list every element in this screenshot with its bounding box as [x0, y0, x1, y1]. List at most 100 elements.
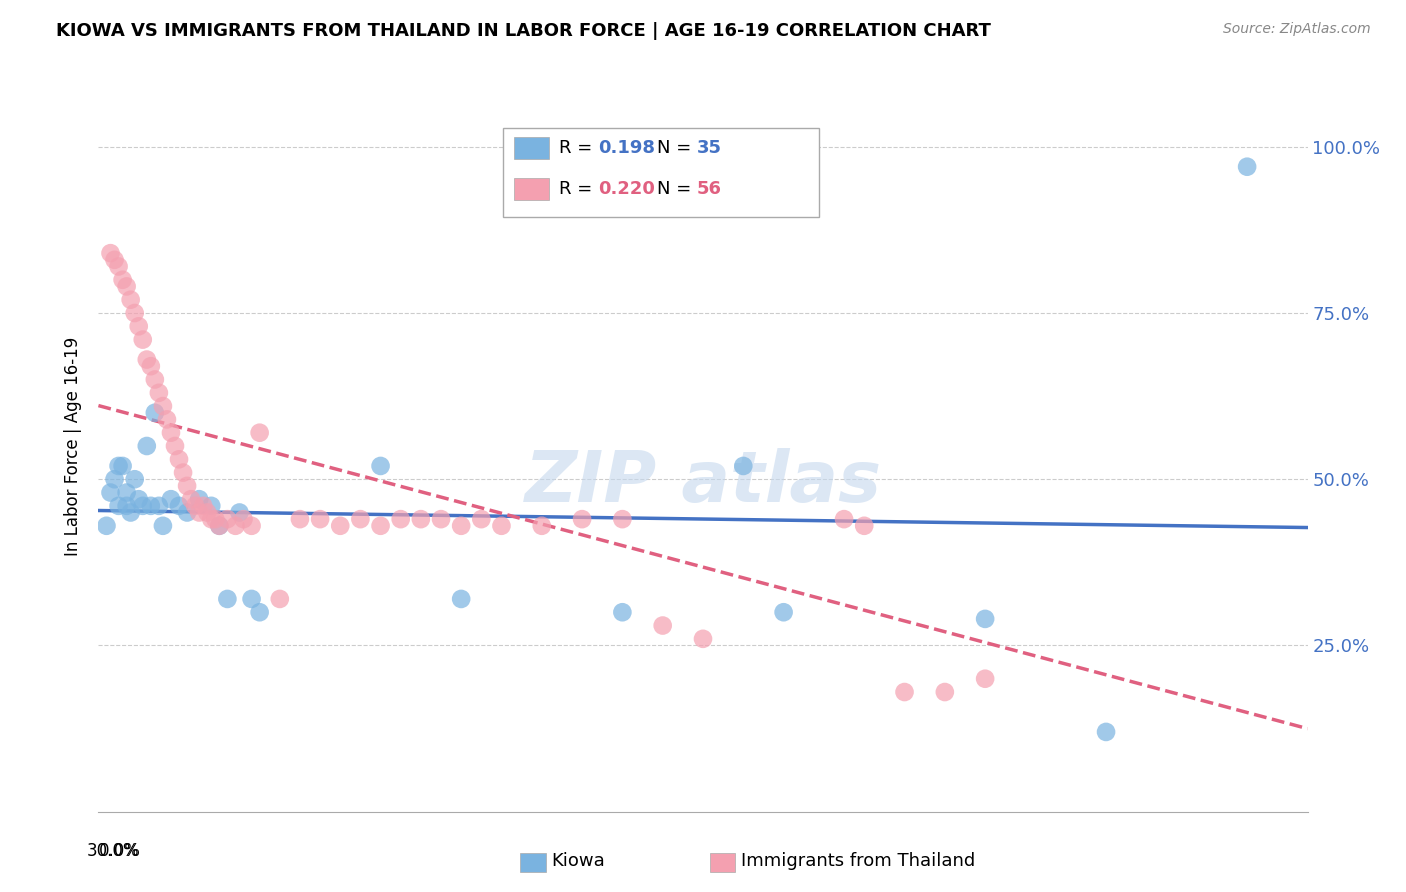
Point — [188, 506, 211, 520]
Point — [120, 293, 142, 307]
Point — [124, 472, 146, 486]
Point — [612, 605, 634, 619]
Text: R =: R = — [560, 139, 598, 157]
Point — [115, 499, 138, 513]
Point — [132, 499, 155, 513]
Text: 30.0%: 30.0% — [86, 842, 139, 860]
Point — [167, 499, 190, 513]
Point — [249, 425, 271, 440]
Point — [612, 512, 634, 526]
Text: Immigrants from Thailand: Immigrants from Thailand — [741, 852, 976, 870]
Point — [135, 439, 157, 453]
Point — [224, 518, 246, 533]
Point — [152, 399, 174, 413]
Point — [167, 452, 190, 467]
Point — [430, 512, 453, 526]
Point — [115, 279, 138, 293]
Point — [692, 632, 714, 646]
Point — [772, 605, 794, 619]
Text: 56: 56 — [697, 180, 721, 198]
Point — [772, 160, 794, 174]
Point — [152, 518, 174, 533]
Point — [217, 512, 239, 526]
Point — [135, 352, 157, 367]
Point — [240, 518, 263, 533]
Point — [974, 612, 997, 626]
Text: N =: N = — [657, 180, 697, 198]
Point — [832, 512, 855, 526]
Point — [571, 512, 593, 526]
Point — [217, 591, 239, 606]
Point — [128, 492, 150, 507]
Point — [176, 506, 198, 520]
Point — [103, 472, 125, 486]
Point — [195, 506, 218, 520]
Point — [139, 359, 162, 374]
Point — [128, 319, 150, 334]
Point — [409, 512, 432, 526]
Point — [107, 260, 129, 274]
Point — [148, 385, 170, 400]
Point — [249, 605, 271, 619]
Text: R =: R = — [560, 180, 598, 198]
Point — [240, 591, 263, 606]
Point — [853, 518, 876, 533]
Point — [651, 618, 673, 632]
Point — [180, 492, 202, 507]
Point — [208, 518, 231, 533]
Point — [96, 518, 118, 533]
Point — [893, 685, 915, 699]
Point — [288, 512, 311, 526]
Point — [163, 439, 186, 453]
Point — [530, 518, 553, 533]
Text: KIOWA VS IMMIGRANTS FROM THAILAND IN LABOR FORCE | AGE 16-19 CORRELATION CHART: KIOWA VS IMMIGRANTS FROM THAILAND IN LAB… — [56, 22, 991, 40]
Point — [232, 512, 254, 526]
Text: ZIP atlas: ZIP atlas — [524, 448, 882, 517]
Point — [103, 252, 125, 267]
Point — [1095, 725, 1118, 739]
Point — [1236, 160, 1258, 174]
Point — [148, 499, 170, 513]
Text: 0.0%: 0.0% — [98, 842, 141, 860]
Point — [124, 306, 146, 320]
Point — [172, 466, 194, 480]
Point — [143, 406, 166, 420]
Point — [107, 499, 129, 513]
Point — [349, 512, 371, 526]
Point — [733, 458, 755, 473]
Point — [450, 518, 472, 533]
Text: Source: ZipAtlas.com: Source: ZipAtlas.com — [1223, 22, 1371, 37]
Point — [115, 485, 138, 500]
Point — [160, 492, 183, 507]
Point — [389, 512, 412, 526]
Point — [111, 273, 134, 287]
Point — [107, 458, 129, 473]
Point — [934, 685, 956, 699]
Point — [200, 499, 222, 513]
Text: 0.220: 0.220 — [599, 180, 655, 198]
Point — [111, 458, 134, 473]
Text: Kiowa: Kiowa — [551, 852, 605, 870]
Point — [204, 512, 226, 526]
Point — [100, 246, 122, 260]
Point — [228, 506, 250, 520]
Point — [491, 518, 513, 533]
Point — [188, 492, 211, 507]
Point — [176, 479, 198, 493]
Text: 35: 35 — [697, 139, 721, 157]
Point — [139, 499, 162, 513]
Point — [329, 518, 352, 533]
Point — [370, 518, 392, 533]
Text: N =: N = — [657, 139, 697, 157]
Point — [450, 591, 472, 606]
Point — [193, 499, 215, 513]
Point — [143, 372, 166, 386]
Point — [184, 499, 207, 513]
Point — [160, 425, 183, 440]
Point — [974, 672, 997, 686]
Point — [309, 512, 332, 526]
Point — [132, 333, 155, 347]
Y-axis label: In Labor Force | Age 16-19: In Labor Force | Age 16-19 — [63, 336, 82, 556]
Point — [269, 591, 291, 606]
Point — [470, 512, 492, 526]
